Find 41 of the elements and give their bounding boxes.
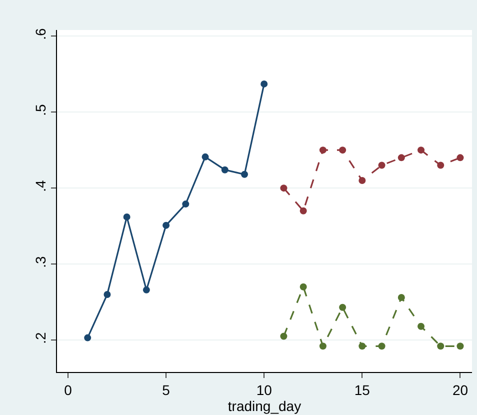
point — [418, 146, 425, 154]
x-tick-label: 0 — [64, 382, 72, 398]
x-tick-label: 20 — [452, 382, 468, 398]
x-tick-label: 15 — [354, 382, 370, 398]
y-tick-label: .3 — [32, 256, 48, 268]
point — [260, 80, 268, 88]
point — [358, 176, 366, 184]
point — [221, 166, 228, 174]
point — [319, 146, 326, 154]
point — [437, 162, 444, 169]
point — [398, 154, 405, 162]
point — [418, 322, 425, 330]
point — [300, 283, 307, 290]
point — [300, 207, 307, 214]
x-tick-label: 5 — [162, 382, 170, 398]
y-tick-label: .4 — [32, 180, 48, 192]
y-tick-label: .6 — [32, 28, 48, 40]
point — [378, 162, 386, 169]
x-axis-title: trading_day — [228, 398, 302, 414]
point — [123, 213, 130, 220]
point — [456, 154, 464, 162]
point — [182, 200, 190, 208]
y-tick-label: .2 — [32, 332, 48, 344]
point — [241, 170, 248, 178]
point — [84, 334, 92, 342]
point — [104, 290, 111, 298]
point — [319, 342, 326, 350]
point — [339, 304, 346, 311]
point — [162, 222, 170, 229]
x-tick-label: 10 — [256, 382, 272, 398]
point — [339, 146, 346, 154]
point — [398, 294, 405, 302]
point — [280, 184, 288, 192]
point — [358, 342, 366, 350]
point — [142, 286, 150, 294]
point — [378, 342, 386, 350]
point — [456, 342, 464, 350]
point — [202, 153, 209, 160]
y-tick-label: .5 — [32, 104, 48, 116]
point — [280, 332, 288, 340]
point — [437, 342, 444, 350]
